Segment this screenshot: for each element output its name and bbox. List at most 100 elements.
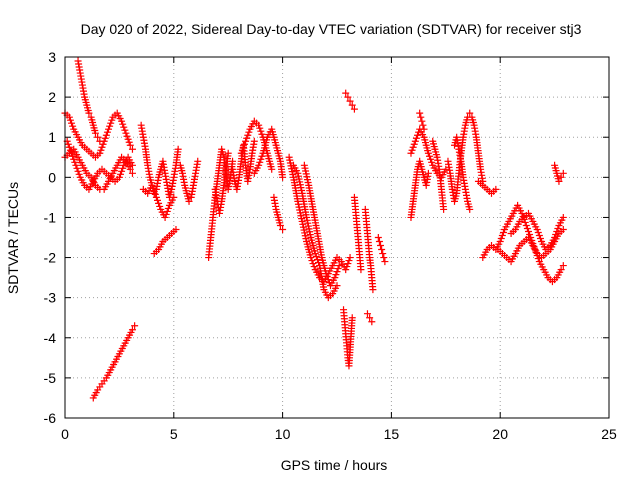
data-point bbox=[257, 127, 265, 135]
data-point bbox=[333, 268, 341, 276]
data-point bbox=[131, 322, 139, 330]
series-arc-11c bbox=[363, 310, 376, 326]
series-arc-11d bbox=[374, 234, 389, 266]
series-arc-9 bbox=[342, 89, 358, 113]
data-point bbox=[369, 286, 377, 294]
data-point bbox=[368, 318, 376, 326]
data-point bbox=[523, 224, 531, 232]
data-point bbox=[521, 218, 529, 226]
x-tick-label: 5 bbox=[170, 426, 178, 442]
data-point bbox=[533, 225, 541, 233]
data-point bbox=[307, 254, 315, 262]
data-point bbox=[428, 158, 436, 166]
data-point bbox=[323, 273, 331, 281]
data-point bbox=[522, 221, 530, 229]
data-point bbox=[66, 146, 74, 154]
data-point bbox=[374, 234, 382, 241]
data-point bbox=[375, 238, 383, 246]
data-point bbox=[276, 221, 284, 229]
data-point bbox=[162, 210, 170, 218]
series-arc-5a bbox=[205, 145, 237, 262]
data-point bbox=[531, 246, 539, 254]
data-point bbox=[350, 105, 358, 113]
data-point bbox=[68, 149, 76, 157]
data-point bbox=[96, 137, 104, 145]
data-point bbox=[74, 167, 82, 175]
data-point bbox=[125, 138, 133, 146]
data-point bbox=[410, 140, 418, 148]
y-tick-label: -3 bbox=[44, 290, 57, 306]
data-point bbox=[279, 225, 287, 233]
data-point bbox=[408, 146, 416, 154]
data-point bbox=[466, 109, 474, 117]
series-arc-2 bbox=[89, 322, 139, 402]
y-tick-label: 2 bbox=[48, 89, 56, 105]
series-arc-12c bbox=[416, 109, 428, 133]
series-arc-10 bbox=[340, 306, 356, 370]
data-point bbox=[108, 116, 116, 124]
data-point bbox=[420, 125, 428, 133]
data-point bbox=[97, 146, 105, 154]
data-point bbox=[255, 161, 263, 169]
series-arc-1c bbox=[63, 137, 136, 193]
data-point bbox=[155, 199, 163, 207]
x-tick-labels: 0 5 10 15 20 25 bbox=[61, 426, 617, 442]
data-point bbox=[115, 173, 123, 181]
series-arc-5b bbox=[211, 149, 232, 217]
data-point bbox=[268, 165, 276, 173]
data-point bbox=[333, 282, 341, 290]
series-arc-12b bbox=[407, 157, 432, 221]
series-arc-15 bbox=[474, 177, 500, 197]
data-point bbox=[149, 184, 157, 192]
data-point bbox=[116, 170, 124, 178]
series-arc-7c bbox=[270, 193, 287, 233]
series-arc-3b bbox=[139, 181, 178, 221]
data-point bbox=[150, 187, 158, 195]
data-point bbox=[126, 141, 134, 149]
data-point bbox=[123, 132, 131, 140]
data-point bbox=[366, 314, 374, 322]
series-arc-11a bbox=[350, 193, 365, 274]
data-point bbox=[185, 197, 193, 205]
series-arc-7b bbox=[250, 125, 287, 181]
data-point bbox=[121, 126, 129, 134]
series-arc-3c bbox=[150, 225, 180, 258]
data-point bbox=[416, 109, 424, 117]
data-point bbox=[105, 125, 113, 133]
data-point bbox=[237, 149, 245, 157]
data-point bbox=[163, 207, 171, 215]
data-point bbox=[119, 120, 127, 128]
data-point bbox=[311, 250, 319, 258]
data-point bbox=[363, 310, 371, 318]
data-point bbox=[148, 181, 156, 189]
data-point bbox=[99, 140, 107, 148]
series-arc-12d bbox=[429, 137, 448, 213]
series-arc-8b bbox=[289, 161, 341, 302]
data-point bbox=[552, 230, 560, 238]
data-point bbox=[164, 204, 172, 212]
data-point bbox=[427, 155, 435, 163]
data-point bbox=[124, 135, 132, 143]
data-point bbox=[344, 93, 352, 101]
data-point bbox=[128, 161, 136, 169]
data-point bbox=[69, 122, 77, 130]
y-tick-label: -4 bbox=[44, 330, 57, 346]
data-point bbox=[151, 190, 159, 198]
data-point bbox=[334, 265, 342, 273]
data-point bbox=[342, 266, 350, 274]
data-point bbox=[380, 254, 388, 262]
data-point bbox=[342, 89, 350, 97]
data-point bbox=[102, 131, 110, 139]
data-point bbox=[194, 157, 202, 165]
data-point bbox=[344, 260, 352, 268]
y-axis-label: SDTVAR / TECUs bbox=[5, 182, 21, 294]
data-point bbox=[335, 262, 343, 270]
data-point bbox=[258, 152, 266, 160]
data-point bbox=[557, 173, 565, 181]
data-point bbox=[555, 177, 563, 185]
data-point bbox=[535, 231, 543, 239]
data-point bbox=[174, 145, 182, 153]
data-point bbox=[518, 209, 526, 217]
data-point bbox=[85, 109, 93, 117]
y-tick-label: 0 bbox=[48, 169, 56, 185]
